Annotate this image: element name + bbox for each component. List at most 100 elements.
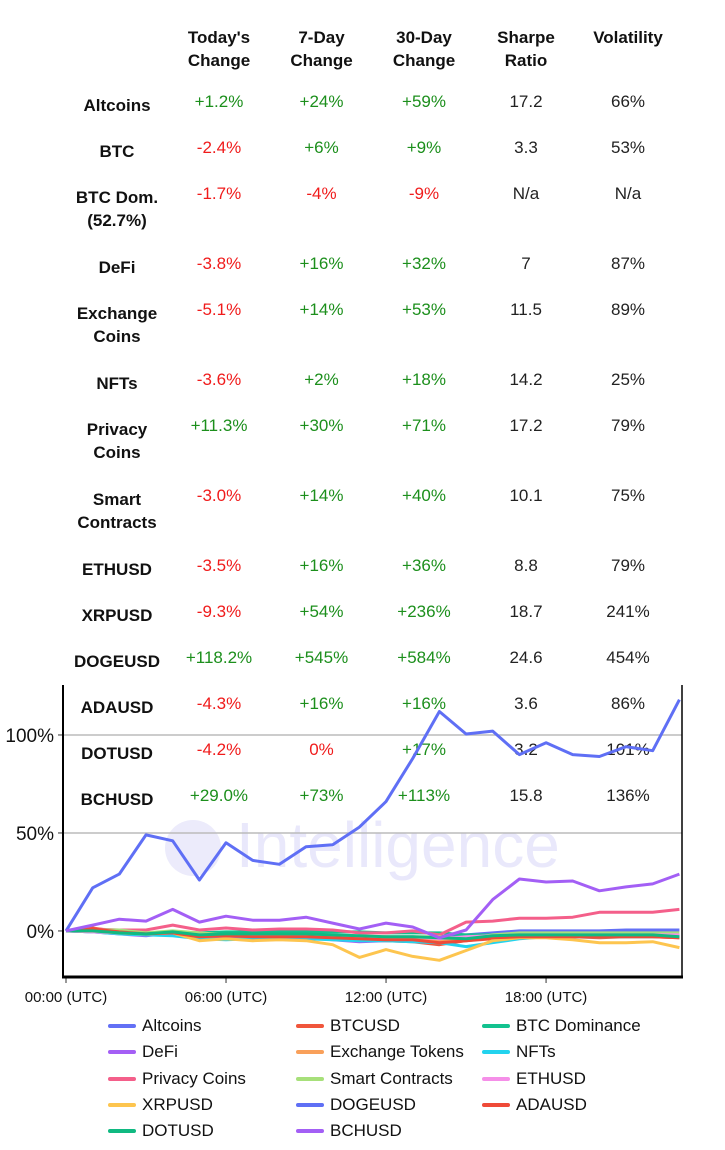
volatility-cell: 75%	[610, 486, 646, 505]
table-row: Smart Contracts -3.0% +14% +40% 10.1 75%	[62, 478, 675, 548]
todays-change-cell: -3.6%	[196, 370, 242, 389]
sharpe-ratio-cell: 24.6	[509, 648, 543, 667]
row-name: Exchange Coins	[76, 304, 158, 346]
seven-day-change-cell: +2%	[304, 370, 339, 389]
thirty-day-change-cell: +9%	[406, 138, 442, 157]
todays-change-cell: +118.2%	[185, 648, 253, 667]
table-row: NFTs -3.6% +2% +18% 14.2 25%	[62, 362, 675, 408]
legend-item[interactable]: BCHUSD	[296, 1121, 402, 1141]
row-name: BTC	[99, 142, 135, 161]
x-tick-label: 18:00 (UTC)	[505, 989, 588, 1006]
sharpe-ratio-cell: 18.7	[509, 602, 543, 621]
thirty-day-change-cell: +32%	[402, 254, 446, 273]
legend-item[interactable]: ETHUSD	[482, 1069, 586, 1089]
legend-swatch-icon	[296, 1050, 324, 1055]
legend-swatch-icon	[296, 1102, 324, 1107]
legend-item[interactable]: DeFi	[108, 1042, 178, 1062]
series-line-privacy-coins	[65, 907, 680, 937]
sharpe-ratio-cell: 10.1	[509, 486, 543, 505]
legend-item[interactable]: Privacy Coins	[108, 1069, 246, 1089]
legend-item[interactable]: BTC Dominance	[482, 1016, 641, 1036]
table-header-row: Today's Change 7-Day Change 30-Day Change S…	[62, 26, 675, 84]
sharpe-ratio-cell: 17.2	[509, 92, 543, 111]
legend-item[interactable]: ADAUSD	[482, 1095, 587, 1115]
todays-change-cell: -3.8%	[196, 254, 242, 273]
legend-item[interactable]: Exchange Tokens	[296, 1042, 464, 1062]
volatility-cell: 53%	[610, 138, 646, 157]
legend-swatch-icon	[482, 1050, 510, 1055]
thirty-day-change-cell: +584%	[397, 648, 451, 667]
legend-item[interactable]: Altcoins	[108, 1016, 202, 1036]
table-row: ADAUSD -4.3% +16% +16% 3.6 86%	[62, 686, 675, 732]
sharpe-ratio-cell: 3.3	[514, 138, 538, 157]
legend-label: Privacy Coins	[142, 1068, 246, 1088]
row-name: ETHUSD	[82, 560, 152, 579]
series-line-bchusd	[65, 872, 680, 940]
legend-swatch-icon	[296, 1024, 324, 1028]
header-todays-change: Today's Change	[187, 28, 251, 70]
legend-item[interactable]: BTCUSD	[296, 1016, 400, 1036]
table-row: BCHUSD +29.0% +73% +113% 15.8 136%	[62, 778, 675, 824]
todays-change-cell: +29.0%	[189, 786, 249, 805]
thirty-day-change-cell: +236%	[397, 602, 451, 621]
thirty-day-change-cell: -9%	[408, 184, 440, 203]
thirty-day-change-cell: +113%	[397, 786, 451, 805]
legend-item[interactable]: DOTUSD	[108, 1121, 214, 1141]
legend-swatch-icon	[482, 1102, 510, 1107]
row-name: Smart Contracts	[77, 490, 157, 532]
table-row: Altcoins +1.2% +24% +59% 17.2 66%	[62, 84, 675, 130]
seven-day-change-cell: +14%	[299, 300, 344, 319]
todays-change-cell: -3.0%	[196, 486, 242, 505]
todays-change-cell: -3.5%	[196, 556, 242, 575]
x-tick-label: 00:00 (UTC)	[25, 989, 108, 1006]
legend-item[interactable]: NFTs	[482, 1042, 556, 1062]
sharpe-ratio-cell: 8.8	[514, 556, 538, 575]
header-sharpe-ratio: Sharpe Ratio	[497, 28, 555, 70]
seven-day-change-cell: +16%	[299, 556, 344, 575]
row-name: NFTs	[96, 374, 138, 393]
thirty-day-change-cell: +53%	[402, 300, 446, 319]
header-7day-change: 7-Day Change	[290, 28, 353, 70]
legend-label: DeFi	[142, 1042, 178, 1062]
seven-day-change-cell: +16%	[299, 254, 344, 273]
seven-day-change-cell: +30%	[299, 416, 344, 435]
intelligence-watermark: Intelligence	[236, 809, 560, 881]
performance-table: Today's Change 7-Day Change 30-Day Change S…	[62, 26, 675, 824]
row-name: BTC Dom. (52.7%)	[75, 188, 159, 230]
legend-item[interactable]: DOGEUSD	[296, 1095, 416, 1115]
volatility-cell: 25%	[610, 370, 646, 389]
thirty-day-change-cell: +59%	[402, 92, 446, 111]
legend-item[interactable]: Smart Contracts	[296, 1069, 453, 1089]
thirty-day-change-cell: +36%	[402, 556, 446, 575]
row-name: DOGEUSD	[74, 652, 160, 671]
seven-day-change-cell: +73%	[299, 786, 344, 805]
header-blank	[62, 26, 172, 84]
volatility-cell: 89%	[610, 300, 646, 319]
todays-change-cell: -4.3%	[196, 694, 242, 713]
legend-swatch-icon	[108, 1102, 136, 1107]
volatility-cell: 86%	[610, 694, 646, 713]
thirty-day-change-cell: +18%	[402, 370, 446, 389]
table-row: BTC Dom. (52.7%) -1.7% -4% -9% N/a N/a	[62, 176, 675, 246]
sharpe-ratio-cell: 3.6	[514, 694, 538, 713]
legend-swatch-icon	[296, 1129, 324, 1134]
legend-swatch-icon	[108, 1024, 136, 1028]
table-row: DOGEUSD +118.2% +545% +584% 24.6 454%	[62, 640, 675, 686]
sharpe-ratio-cell: 17.2	[509, 416, 543, 435]
todays-change-cell: -9.3%	[196, 602, 242, 621]
y-tick-label: 50%	[16, 824, 54, 845]
series-line-dogeusd	[64, 699, 681, 932]
row-name: DOTUSD	[81, 744, 153, 763]
table-row: XRPUSD -9.3% +54% +236% 18.7 241%	[62, 594, 675, 640]
series-line-dotusd	[66, 929, 680, 941]
thirty-day-change-cell: +71%	[402, 416, 446, 435]
legend-item[interactable]: XRPUSD	[108, 1095, 213, 1115]
sharpe-ratio-cell: N/a	[512, 184, 540, 203]
legend-label: BTC Dominance	[516, 1016, 641, 1035]
legend-swatch-icon	[108, 1129, 136, 1134]
todays-change-cell: -2.4%	[196, 138, 242, 157]
x-tick-label: 06:00 (UTC)	[185, 989, 268, 1006]
y-tick-label: 0%	[27, 922, 55, 943]
volatility-cell: 101%	[606, 740, 650, 759]
legend-label: ETHUSD	[516, 1068, 586, 1088]
